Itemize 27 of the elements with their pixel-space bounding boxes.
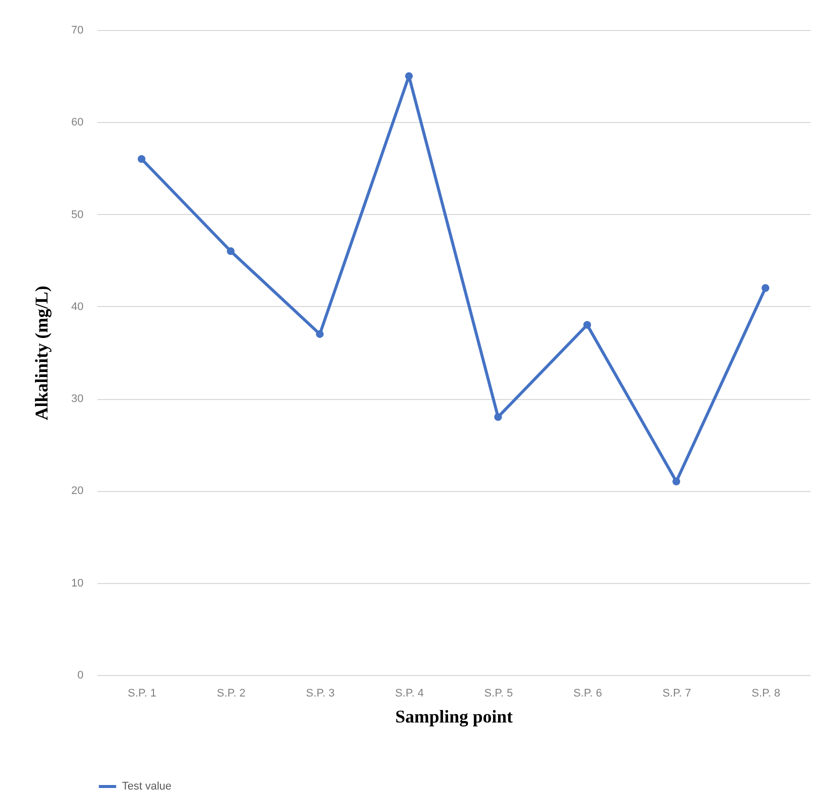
y-tick-label: 60 — [71, 116, 84, 129]
x-tick-label: S.P. 3 — [306, 688, 335, 700]
y-tick-label: 30 — [71, 393, 84, 406]
y-tick-label: 40 — [71, 300, 84, 313]
x-tick-label: S.P. 2 — [216, 688, 246, 700]
point — [494, 413, 502, 421]
x-tick-label: S.P. 6 — [573, 688, 602, 700]
y-tick-label: 0 — [77, 670, 84, 682]
x-tick-label: S.P. 8 — [752, 688, 780, 700]
y-tick-label: 10 — [71, 577, 84, 590]
legend-label: Test value — [122, 780, 172, 790]
x-tick-label: S.P. 1 — [128, 688, 156, 700]
point — [226, 247, 235, 256]
point — [762, 284, 770, 292]
point — [316, 330, 324, 338]
x-tick-label: S.P. 4 — [395, 688, 424, 700]
y-tick-label: 50 — [71, 208, 84, 221]
x-axis-title: Sampling point — [395, 706, 513, 726]
y-tick-label: 20 — [71, 485, 84, 498]
point — [405, 72, 413, 80]
x-tick-label: S.P. 5 — [484, 688, 513, 700]
y-axis-title: Alkalinity (mg/L) — [31, 286, 52, 420]
point — [672, 478, 680, 486]
point — [138, 155, 146, 163]
x-tick-label: S.P. 7 — [662, 688, 692, 700]
y-tick-label: 70 — [71, 24, 84, 36]
point — [583, 320, 592, 329]
